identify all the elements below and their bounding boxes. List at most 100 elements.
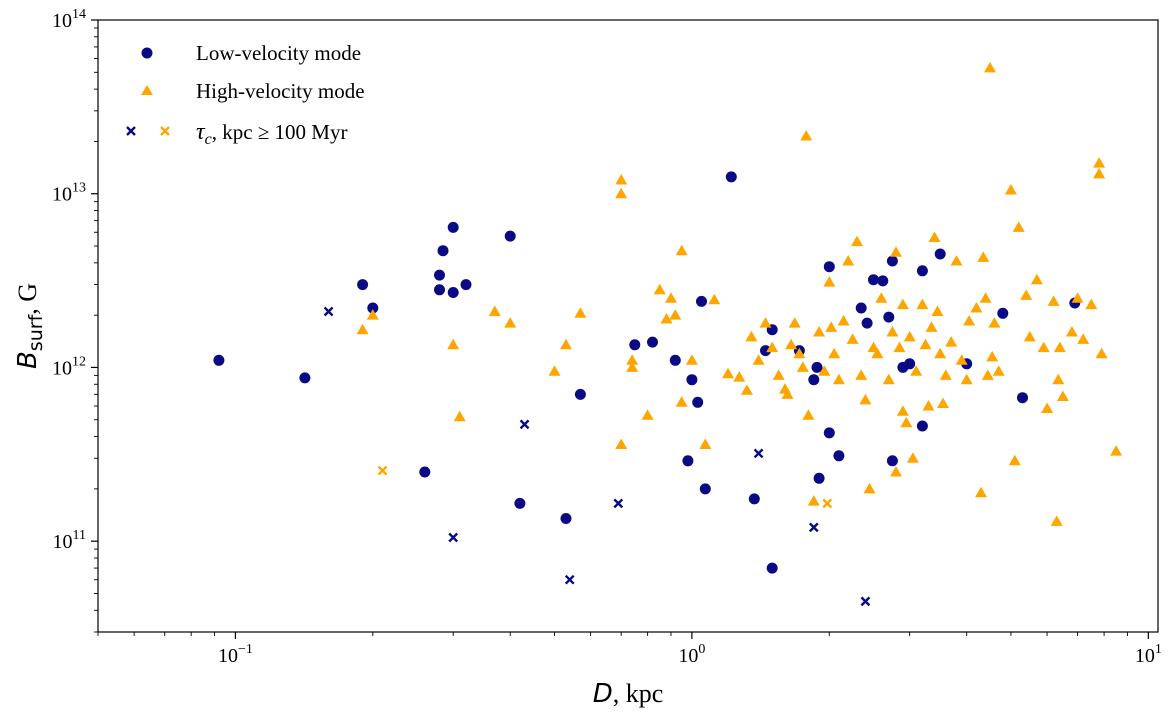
point-high-velocity [626,354,639,365]
point-high-velocity [752,354,765,365]
point-old-pulsar [564,574,575,585]
legend-label-high: High-velocity mode [196,79,365,103]
point-high-velocity [986,350,999,362]
point-old-pulsar [448,532,459,543]
point-old-pulsar [613,498,624,509]
point-high-velocity [366,309,379,320]
point-low-velocity [699,483,711,495]
point-high-velocity [699,438,712,449]
point-old-pulsar [860,596,871,607]
point-high-velocity [356,323,369,335]
point-low-velocity [808,374,820,386]
point-high-velocity [1077,333,1090,344]
point-high-velocity [740,384,753,395]
point-high-velocity [745,330,758,342]
point-high-velocity [772,369,785,380]
point-high-velocity [574,307,587,318]
point-high-velocity [641,409,654,420]
point-low-velocity [447,221,459,233]
point-low-velocity [868,274,879,286]
y-tick-label: 1014 [52,7,86,32]
point-low-velocity [560,513,572,524]
point-high-velocity [846,333,859,344]
y-tick-label: 1013 [52,181,86,206]
y-tick-label: 1011 [53,528,86,553]
point-high-velocity [818,365,831,376]
point-high-velocity [626,361,639,372]
legend-marker-high [141,85,153,95]
point-low-velocity [861,317,873,329]
legend-marker-low [141,47,153,59]
point-high-velocity [665,292,677,303]
point-low-velocity [997,307,1009,319]
point-high-velocity [781,388,794,399]
point-high-velocity [1004,184,1017,195]
point-low-velocity [811,361,823,373]
point-high-velocity [979,292,992,303]
point-high-velocity [653,283,666,295]
point-high-velocity [960,373,973,385]
point-high-velocity [922,400,935,411]
plot-frame [97,19,1159,633]
point-high-velocity [488,305,501,316]
point-high-velocity [832,373,845,385]
point-high-velocity [675,396,688,407]
point-high-velocity [675,244,688,256]
point-high-velocity [1093,167,1106,179]
x-axis-label: D, kpc [593,679,664,709]
point-high-velocity [981,369,994,380]
point-high-velocity [1037,341,1050,353]
point-low-velocity [855,302,867,314]
legend-label-low: Low-velocity mode [196,41,361,65]
point-high-velocity [939,369,952,380]
point-high-velocity [1110,445,1123,456]
legend-label-tau: τc, kpc ≥ 100 Myr [196,119,347,148]
point-high-velocity [1056,390,1069,401]
point-high-velocity [669,309,682,320]
x-tick-label: 10−1 [218,642,253,667]
point-high-velocity [950,255,963,266]
point-high-velocity [984,61,996,73]
point-low-velocity [647,336,658,348]
x-axis: 10−1 100 101 [97,632,1162,667]
point-high-velocity [685,354,698,365]
point-high-velocity [886,326,899,337]
point-high-velocity [1050,515,1063,526]
point-high-velocity [1093,157,1106,168]
point-high-velocity [855,369,868,380]
point-low-velocity [748,493,760,505]
y-tick-label: 1012 [52,354,86,379]
point-high-velocity [615,438,628,449]
point-high-velocity [1041,402,1054,413]
point-old-pulsar [822,498,833,509]
point-high-velocity [1065,326,1078,337]
point-high-velocity [793,347,806,359]
point-high-velocity [1023,330,1036,342]
point-low-velocity [434,269,445,281]
point-low-velocity [823,427,835,439]
point-low-velocity [686,374,698,386]
point-low-velocity [299,372,311,384]
point-old-pulsar [808,522,819,533]
point-high-velocity [945,336,958,347]
point-high-velocity [925,321,938,332]
point-low-velocity [692,396,704,408]
point-high-velocity [1020,289,1033,300]
x-tick-label: 100 [678,642,705,667]
point-high-velocity [766,341,779,353]
point-low-velocity [877,275,889,287]
point-low-velocity [813,472,825,484]
point-high-velocity [560,338,572,350]
point-high-velocity [890,246,902,257]
point-high-velocity [900,416,913,428]
point-low-velocity [367,302,379,314]
point-high-velocity [813,326,826,337]
point-high-velocity [955,354,968,365]
y-axis-label: Bsurf, G [13,283,47,369]
point-low-velocity [434,284,445,296]
point-high-velocity [1052,373,1065,385]
point-high-velocity [963,315,976,326]
point-high-velocity [928,231,941,242]
point-low-velocity [766,562,778,574]
point-low-velocity [682,455,694,467]
